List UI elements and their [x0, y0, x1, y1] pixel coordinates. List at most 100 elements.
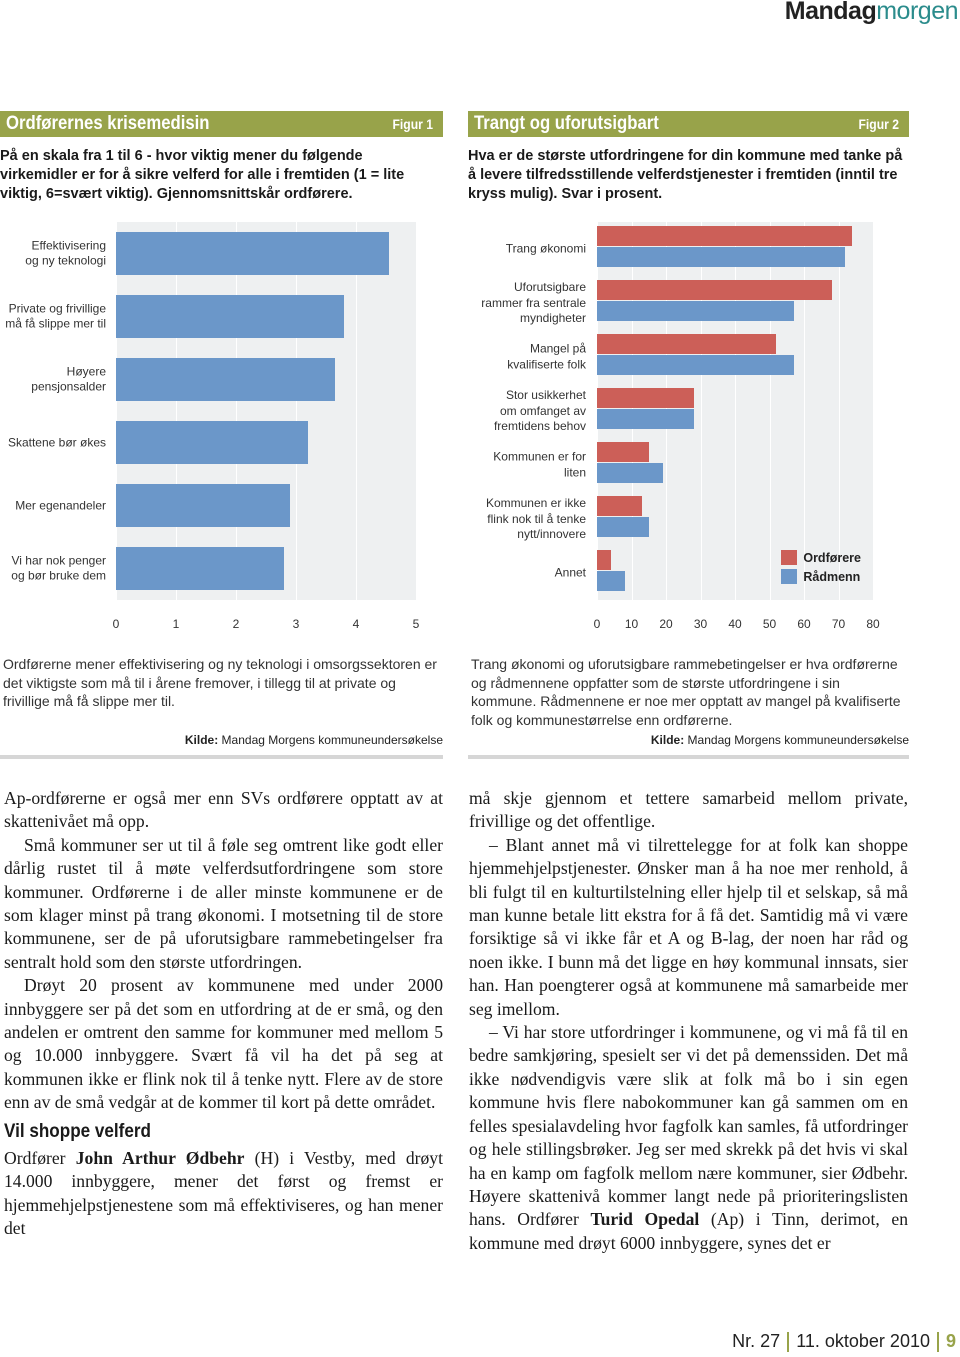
source-label: Kilde: [650, 733, 685, 747]
bar [597, 409, 694, 429]
figure-caption: Trang økonomi og uforutsigbare rammebeti… [471, 656, 901, 728]
separator [936, 1331, 939, 1352]
legend: Ordførere Rådmenn [781, 546, 861, 588]
bar [116, 547, 284, 590]
category-label: Mer egenandeler [15, 497, 106, 512]
text-run: (Ap) i Tinn, derimot, en kommune med drø… [469, 1209, 908, 1253]
text-run: (H) i Vestby, med drøyt 14.000 innbygger… [4, 1147, 443, 1238]
bar [597, 496, 642, 516]
separator [787, 1331, 790, 1352]
text-run: Små kommuner ser ut til å føle seg omtre… [4, 834, 443, 972]
page-number: 9 [945, 1331, 956, 1351]
bar [597, 463, 663, 483]
bar [116, 232, 389, 275]
legend-item: Ordførere [781, 550, 861, 565]
bar [597, 226, 853, 246]
text-run: – Blant annet må vi tilrettelegge for at… [469, 834, 908, 1019]
divider [468, 755, 909, 759]
plot-area [116, 222, 417, 600]
bar [116, 358, 335, 401]
x-tick-label: 70 [831, 617, 846, 631]
figure-question: Hva er de største utfordringene for din … [468, 148, 903, 202]
subheading: Vil shoppe velferd [4, 1120, 151, 1142]
figure-header: Ordførernes krisemedisin Figur 1 [0, 111, 443, 137]
bar [116, 484, 290, 527]
source: Kilde: Mandag Morgens kommuneundersøkels… [468, 733, 909, 747]
grid-line [873, 222, 874, 600]
x-tick-label: 20 [659, 617, 673, 631]
paragraph: Små kommuner ser ut til å føle seg omtre… [4, 834, 443, 974]
category-label: Mangel på kvalifiserte folk [507, 341, 586, 372]
brand-right: morgen [876, 0, 958, 25]
figure-title: Trangt og uforutsigbart [474, 113, 659, 134]
brand: Mandagmorgen [784, 0, 959, 26]
x-tick-label: 5 [412, 617, 420, 631]
grid-line [176, 222, 177, 600]
legend-swatch [781, 569, 798, 584]
x-tick-label: 30 [693, 617, 708, 631]
paragraph: Ordfører John Arthur Ødbehr (H) i Vestby… [4, 1147, 443, 1241]
x-tick-label: 0 [593, 617, 601, 631]
x-tick-label: 2 [232, 617, 240, 631]
grid-line [416, 222, 417, 600]
legend-label: Rådmenn [803, 569, 861, 584]
grid-line [116, 222, 117, 600]
bar [597, 355, 794, 375]
figure-question: På en skala fra 1 til 6 - hvor viktig me… [0, 148, 405, 202]
footer: Nr. 27 11. oktober 2010 9 [725, 1331, 956, 1352]
figure-label: Figur 1 [392, 117, 433, 132]
x-tick-label: 1 [172, 617, 180, 631]
category-label: Uforutsigbare rammer fra sentrale myndig… [481, 279, 586, 325]
issue: Nr. 27 [732, 1331, 781, 1351]
text-run: Ordfører [4, 1147, 76, 1168]
source: Kilde: Mandag Morgens kommuneundersøkels… [0, 733, 443, 747]
grid-line [769, 222, 771, 600]
paragraph: – Vi har store utfordringer i kommunene,… [469, 1021, 908, 1255]
bar [597, 247, 846, 267]
legend-item: Rådmenn [781, 569, 861, 584]
grid-line [735, 222, 736, 600]
bar [597, 388, 694, 408]
paragraph: må skje gjennom et tettere samarbeid mel… [469, 787, 908, 834]
category-label: Private og frivillige må få slippe mer t… [5, 301, 106, 331]
source-text: Mandag Morgens kommuneundersøkelse [687, 733, 909, 747]
text-run: må skje gjennom et tettere samarbeid mel… [469, 788, 908, 832]
bar [597, 571, 625, 591]
category-label: Høyere pensjonsalder [31, 364, 106, 394]
brand-left: Mandag [784, 0, 877, 25]
bar [597, 517, 649, 537]
figure-header: Trangt og uforutsigbart Figur 2 [468, 111, 909, 137]
bar [597, 334, 777, 354]
category-label: Skattene bør økes [7, 434, 106, 449]
grid-line [296, 222, 297, 600]
figure-label: Figur 2 [858, 117, 899, 132]
x-tick-label: 3 [292, 617, 300, 631]
figure-caption: Ordførerne mener effektivisering og ny t… [3, 656, 437, 709]
source-label: Kilde: [184, 733, 219, 747]
date: 11. oktober 2010 [796, 1331, 930, 1351]
figure-title: Ordførernes krisemedisin [6, 113, 210, 134]
bar [597, 550, 611, 570]
grid-line [356, 222, 357, 600]
x-tick-label: 40 [728, 617, 742, 631]
bar [597, 442, 649, 462]
category-label: Stor usikkerhet om omfanget av fremtiden… [493, 387, 586, 433]
x-tick-label: 80 [866, 617, 880, 631]
plot-area: Ordførere Rådmenn [597, 222, 874, 600]
category-label: Kommunen er ikke flink nok til å tenke n… [485, 495, 586, 541]
category-label: Annet [554, 565, 586, 580]
category-label: Effektivisering og ny teknologi [25, 238, 106, 268]
x-tick-label: 50 [762, 617, 777, 631]
bar [116, 295, 344, 338]
paragraph: Drøyt 20 prosent av kommunene med under … [4, 974, 443, 1114]
bar [116, 421, 308, 464]
divider [0, 755, 443, 759]
grid-line [838, 222, 840, 600]
category-label: Trang økonomi [505, 241, 586, 256]
x-tick-label: 60 [797, 617, 811, 631]
paragraph: Ap-ordførerne er også mer enn SVs ordfør… [4, 787, 443, 834]
bold-run: Turid Opedal [590, 1209, 700, 1230]
category-label: Kommunen er for liten [493, 449, 586, 480]
